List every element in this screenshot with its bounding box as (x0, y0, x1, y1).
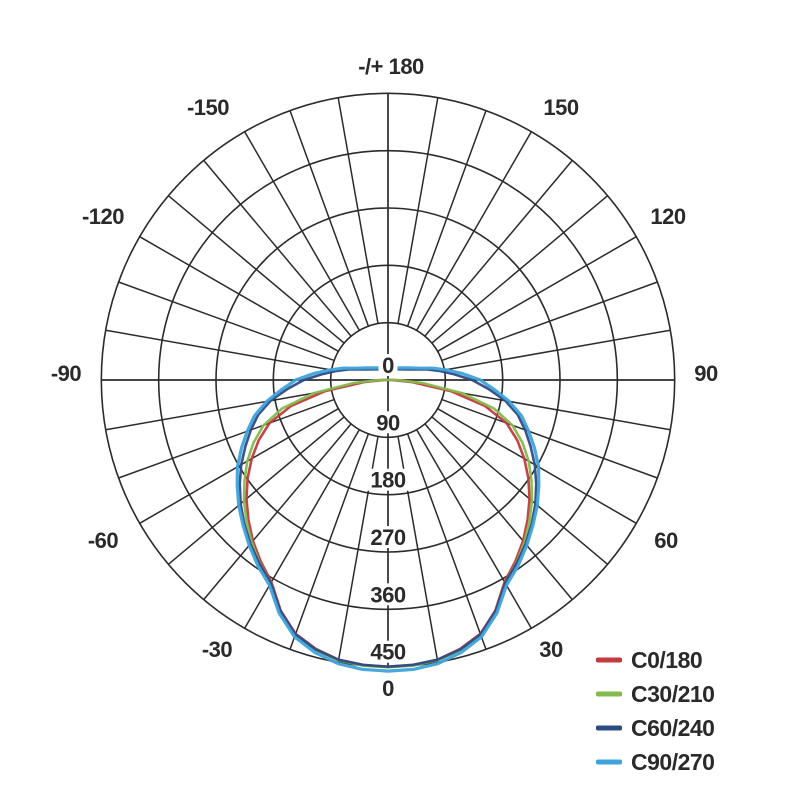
grid-spoke (337, 97, 379, 324)
grid-spoke (203, 159, 352, 337)
radial-tick-bg (378, 354, 398, 376)
angle-label: -/+ 180 (358, 54, 424, 79)
legend-item: C0/180 (596, 645, 714, 675)
grid-spoke (167, 416, 345, 565)
grid-spoke (139, 236, 339, 352)
grid-spoke (167, 195, 345, 344)
legend-label: C30/210 (631, 681, 715, 707)
legend-item: C90/270 (596, 747, 715, 777)
legend-swatch (596, 759, 622, 765)
angle-label: 60 (654, 528, 678, 553)
grid-spoke (437, 236, 637, 352)
legend: C0/180 C30/210 C60/240 C90/270 (596, 645, 715, 781)
angle-label: 120 (650, 204, 685, 229)
radial-tick-bg (365, 526, 411, 548)
legend-swatch (596, 691, 622, 697)
radial-tick-bg (372, 411, 404, 434)
legend-item: C60/240 (596, 713, 715, 743)
angle-label: 0 (382, 676, 394, 701)
angle-label: -60 (88, 528, 119, 553)
grid-spoke (406, 110, 487, 327)
legend-item: C30/210 (596, 679, 715, 709)
radial-tick-label: 450 (370, 640, 405, 665)
grid-spoke (441, 398, 658, 479)
radial-tick-bg (365, 640, 411, 663)
grid-spoke (203, 423, 352, 601)
radial-tick-label: 360 (370, 582, 405, 607)
grid-spoke (424, 423, 573, 601)
grid-spoke (431, 195, 609, 344)
grid-spoke (444, 389, 671, 431)
grid-spoke (118, 281, 335, 362)
grid-spoke (431, 416, 609, 565)
legend-label: C60/240 (631, 715, 715, 741)
angle-label: -120 (82, 204, 124, 229)
grid-spoke (244, 429, 360, 629)
series-curve-c90-270 (235, 366, 541, 673)
grid-spoke (416, 429, 532, 629)
angle-label: 150 (543, 95, 578, 120)
grid-spoke (289, 110, 370, 327)
radial-tick-label: 0 (382, 353, 394, 378)
grid-spoke (444, 329, 671, 371)
legend-swatch (596, 725, 622, 731)
radial-tick-label: 180 (370, 468, 405, 493)
angle-label: -150 (187, 95, 229, 120)
radial-tick-bg (365, 468, 411, 491)
legend-label: C0/180 (631, 647, 703, 673)
radial-tick-bg (365, 583, 411, 606)
angle-label: 90 (694, 361, 718, 386)
angle-label: -30 (202, 637, 233, 662)
grid-spoke (441, 281, 658, 362)
grid-spoke (397, 97, 439, 324)
series-curve-c60-240 (238, 367, 538, 669)
legend-label: C90/270 (631, 749, 715, 775)
grid-spoke (289, 433, 370, 650)
legend-swatch (596, 657, 622, 663)
grid-spoke (406, 433, 487, 650)
grid-spoke (118, 398, 335, 479)
grid-spoke (105, 329, 332, 371)
radial-tick-label: 90 (376, 410, 400, 435)
grid-spoke (244, 131, 360, 331)
angle-label: 30 (539, 637, 563, 662)
grid-spoke (416, 131, 532, 331)
grid-spoke (105, 389, 332, 431)
radial-tick-label: 270 (370, 525, 405, 550)
angle-label: -90 (51, 361, 82, 386)
grid-spoke (424, 159, 573, 337)
